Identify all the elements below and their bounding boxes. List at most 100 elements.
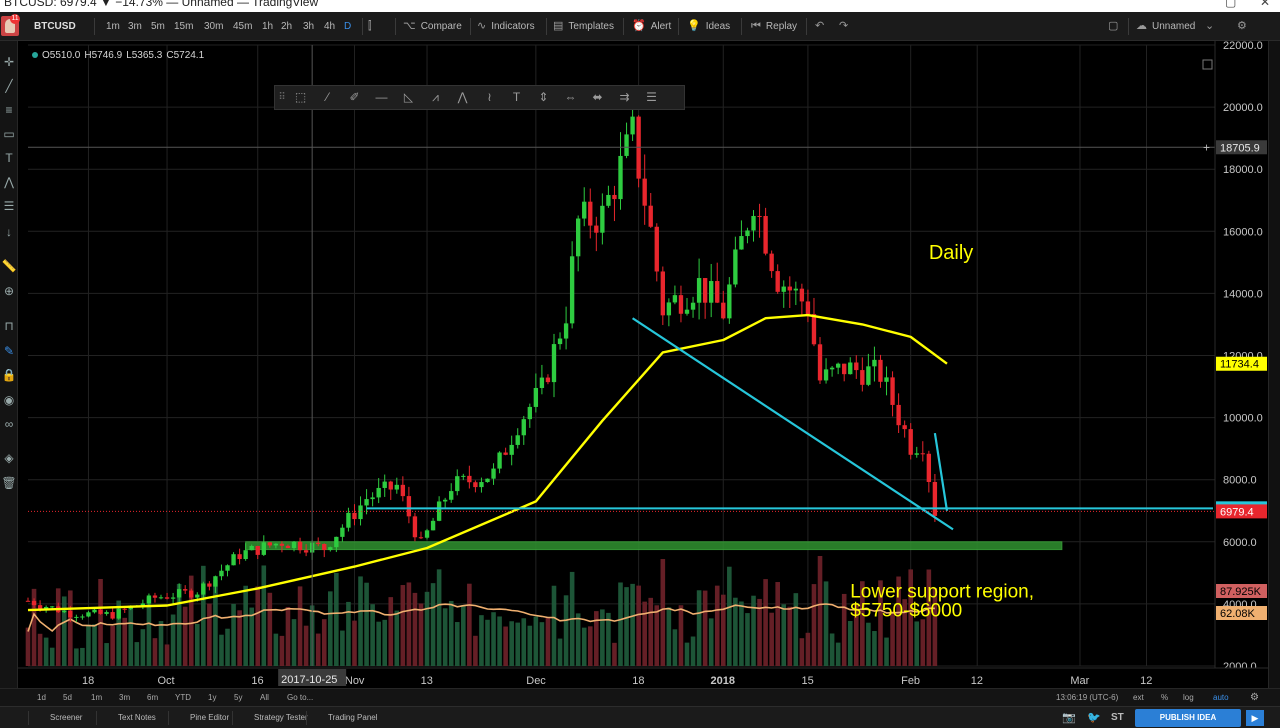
close-icon[interactable]: ✕ bbox=[1260, 0, 1271, 9]
range-all[interactable]: All bbox=[260, 693, 269, 702]
moving-average-line[interactable] bbox=[27, 313, 948, 612]
bars-pattern-icon[interactable]: ☰ bbox=[646, 90, 657, 104]
volume-bar bbox=[49, 647, 55, 666]
date-price-range-icon[interactable]: ⬌ bbox=[592, 90, 603, 104]
rectangle-tool-icon[interactable]: ▭ bbox=[3, 127, 15, 141]
publish-idea-button[interactable]: PUBLISH IDEA bbox=[1135, 709, 1241, 727]
trash-icon[interactable]: 🗑 bbox=[1, 476, 17, 490]
chart-properties-button[interactable]: ⚙ bbox=[1237, 12, 1252, 41]
maximize-icon[interactable]: ▢ bbox=[1225, 0, 1237, 9]
interval-3h[interactable]: 3h bbox=[303, 21, 315, 32]
price-range-icon[interactable]: ⇕ bbox=[538, 90, 549, 104]
line-icon[interactable]: — bbox=[375, 90, 388, 104]
elliott-icon[interactable]: ≀ bbox=[487, 90, 492, 104]
fib-tool-icon[interactable]: ☰ bbox=[3, 199, 15, 213]
pattern-icon[interactable]: ⋀ bbox=[457, 90, 468, 104]
alert-button[interactable]: ⏰ Alert bbox=[632, 20, 672, 32]
candle-body bbox=[612, 194, 617, 200]
redo-button[interactable]: ↷ bbox=[839, 12, 853, 41]
range-1d[interactable]: 1d bbox=[37, 693, 46, 702]
scale-percent[interactable]: % bbox=[1161, 693, 1169, 702]
gear-icon[interactable]: ⚙ bbox=[1250, 692, 1259, 703]
footer-tab-trading-panel[interactable]: Trading Panel bbox=[328, 713, 378, 722]
interval-2h[interactable]: 2h bbox=[281, 21, 293, 32]
goto-button[interactable]: Go to... bbox=[287, 693, 314, 702]
stocktwits-icon[interactable]: ST bbox=[1111, 712, 1124, 723]
pen-icon[interactable]: ✐ bbox=[349, 90, 360, 104]
interval-D[interactable]: D bbox=[344, 21, 352, 32]
triangle-icon[interactable]: ◺ bbox=[403, 90, 414, 104]
candle-body bbox=[352, 512, 357, 520]
rectangle-select-icon[interactable]: ⬚ bbox=[294, 90, 307, 104]
interval-15m[interactable]: 15m bbox=[174, 21, 194, 32]
right-side-panel[interactable] bbox=[1268, 41, 1280, 688]
range-1y[interactable]: 1y bbox=[208, 693, 217, 702]
indicators-button[interactable]: ∿ Indicators bbox=[477, 20, 535, 32]
undo-button[interactable]: ↶ bbox=[815, 12, 829, 41]
crosshair-icon[interactable]: ✛ bbox=[3, 55, 15, 69]
trendline-tool-icon[interactable]: ╱ bbox=[5, 79, 13, 93]
pattern-tool-icon[interactable]: ⋀ bbox=[4, 175, 14, 189]
trendline-drawing[interactable] bbox=[933, 432, 949, 511]
layers-icon[interactable]: ◈ bbox=[4, 451, 14, 465]
scale-log[interactable]: log bbox=[1183, 693, 1194, 702]
forecast-icon[interactable]: ⇉ bbox=[619, 90, 630, 104]
symbol-search[interactable]: BTCUSD bbox=[34, 21, 76, 32]
fullscreen-button[interactable]: ▢ bbox=[1108, 12, 1123, 41]
ideas-button[interactable]: 💡 Ideas bbox=[687, 20, 731, 32]
link-icon[interactable]: ∞ bbox=[4, 417, 14, 431]
eye-icon[interactable]: ◉ bbox=[3, 393, 15, 407]
candle-body bbox=[521, 419, 526, 436]
lock-icon[interactable]: 🔒 bbox=[1, 368, 17, 382]
range-1m[interactable]: 1m bbox=[91, 693, 103, 702]
range-5d[interactable]: 5d bbox=[63, 693, 72, 702]
footer-tab-text-notes[interactable]: Text Notes bbox=[118, 713, 156, 722]
price-chart[interactable]: 22000.020000.018000.016000.014000.012000… bbox=[18, 41, 1268, 688]
interval-4h[interactable]: 4h bbox=[324, 21, 336, 32]
date-range-icon[interactable]: ⇔ bbox=[564, 90, 577, 104]
range-5y[interactable]: 5y bbox=[234, 693, 243, 702]
footer-tab-pine-editor[interactable]: Pine Editor bbox=[190, 713, 230, 722]
replay-button[interactable]: ⏮ Replay bbox=[751, 20, 798, 32]
volume-bar bbox=[714, 585, 720, 666]
pane-options-icon[interactable] bbox=[1202, 59, 1213, 70]
footer-tab-screener[interactable]: Screener bbox=[50, 713, 83, 722]
text-tool-icon[interactable]: T bbox=[5, 151, 13, 165]
layout-button[interactable]: ☁ Unnamed bbox=[1136, 20, 1196, 32]
interval-5m[interactable]: 5m bbox=[151, 21, 165, 32]
footer-tab-strategy-tester[interactable]: Strategy Tester bbox=[254, 713, 308, 722]
scale-ext[interactable]: ext bbox=[1133, 693, 1144, 702]
add-icon[interactable]: + bbox=[1203, 140, 1210, 154]
compare-button[interactable]: ⌥ Compare bbox=[403, 20, 462, 32]
chart-style-button[interactable]: ⫿ bbox=[368, 12, 377, 41]
range-6m[interactable]: 6m bbox=[147, 693, 159, 702]
range-ytd[interactable]: YTD bbox=[175, 693, 191, 702]
interval-45m[interactable]: 45m bbox=[233, 21, 253, 32]
left-toolbar: ✛ ╱ ≡ ▭ T ⋀ ☰ ↓ 📏 ⊕ ⊓ ✎ 🔒 ◉ ∞ ◈ 🗑 bbox=[0, 41, 18, 696]
camera-icon[interactable]: 📷 bbox=[1062, 712, 1076, 724]
templates-button[interactable]: ▤ Templates bbox=[553, 20, 614, 32]
pencil-lock-icon[interactable]: ✎ bbox=[3, 344, 15, 358]
interval-3m[interactable]: 3m bbox=[128, 21, 142, 32]
wave-icon[interactable]: ⩘ bbox=[432, 90, 439, 104]
text-icon[interactable]: T bbox=[512, 90, 521, 104]
candle-body bbox=[835, 363, 841, 368]
zoom-icon[interactable]: ⊕ bbox=[3, 284, 15, 298]
range-3m[interactable]: 3m bbox=[119, 693, 131, 702]
twitter-icon[interactable]: 🐦 bbox=[1087, 712, 1101, 724]
brush-icon[interactable]: ⁄ bbox=[326, 90, 329, 104]
play-icon[interactable]: ▶ bbox=[1246, 710, 1264, 726]
layout-menu-button[interactable]: ⌄ bbox=[1205, 12, 1219, 41]
magnet-icon[interactable]: ⊓ bbox=[4, 319, 14, 333]
interval-30m[interactable]: 30m bbox=[204, 21, 224, 32]
interval-1h[interactable]: 1h bbox=[262, 21, 274, 32]
ruler-icon[interactable]: 📏 bbox=[1, 259, 17, 273]
chart-pane[interactable]: 22000.0 20000.0 18000.0 16000.0 14000.0 12000… bbox=[18, 41, 1280, 688]
drag-handle-icon[interactable]: ⠿ bbox=[278, 92, 286, 103]
trendline-drawing[interactable] bbox=[631, 317, 954, 531]
interval-1m[interactable]: 1m bbox=[106, 21, 120, 32]
arrow-down-icon[interactable]: ↓ bbox=[6, 225, 12, 239]
horizontal-lines-icon[interactable]: ≡ bbox=[5, 103, 13, 117]
support-zone-rectangle[interactable] bbox=[245, 541, 1063, 551]
scale-auto[interactable]: auto bbox=[1213, 693, 1229, 702]
